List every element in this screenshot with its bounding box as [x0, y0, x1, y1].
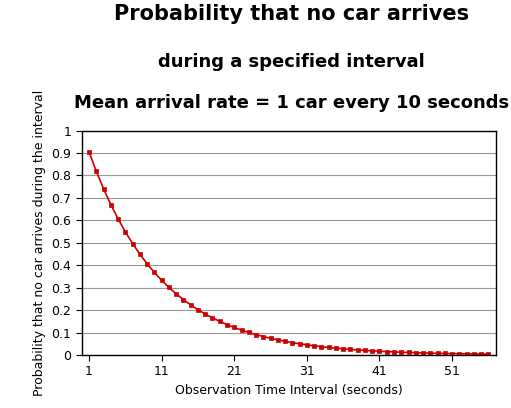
X-axis label: Observation Time Interval (seconds): Observation Time Interval (seconds): [175, 384, 403, 397]
Text: Probability that no car arrives: Probability that no car arrives: [114, 4, 469, 24]
Text: Mean arrival rate = 1 car every 10 seconds: Mean arrival rate = 1 car every 10 secon…: [74, 94, 509, 112]
Y-axis label: Probability that no car arrives during the interval: Probability that no car arrives during t…: [33, 90, 46, 396]
Text: during a specified interval: during a specified interval: [158, 53, 425, 71]
